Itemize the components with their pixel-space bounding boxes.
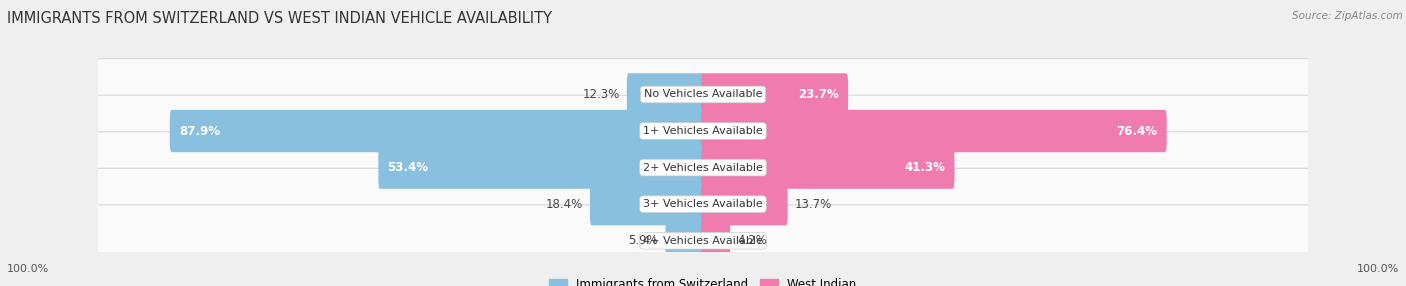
Text: 3+ Vehicles Available: 3+ Vehicles Available bbox=[643, 199, 763, 209]
Text: No Vehicles Available: No Vehicles Available bbox=[644, 90, 762, 100]
Text: 53.4%: 53.4% bbox=[388, 161, 429, 174]
Text: 100.0%: 100.0% bbox=[7, 264, 49, 274]
FancyBboxPatch shape bbox=[702, 146, 955, 189]
FancyBboxPatch shape bbox=[93, 95, 1313, 167]
Text: 18.4%: 18.4% bbox=[546, 198, 582, 211]
Text: 1+ Vehicles Available: 1+ Vehicles Available bbox=[643, 126, 763, 136]
FancyBboxPatch shape bbox=[702, 183, 787, 225]
Text: 76.4%: 76.4% bbox=[1116, 124, 1157, 138]
Text: 100.0%: 100.0% bbox=[1357, 264, 1399, 274]
Text: IMMIGRANTS FROM SWITZERLAND VS WEST INDIAN VEHICLE AVAILABILITY: IMMIGRANTS FROM SWITZERLAND VS WEST INDI… bbox=[7, 11, 553, 26]
Legend: Immigrants from Switzerland, West Indian: Immigrants from Switzerland, West Indian bbox=[544, 273, 862, 286]
FancyBboxPatch shape bbox=[702, 220, 730, 262]
FancyBboxPatch shape bbox=[93, 59, 1313, 130]
Text: 5.9%: 5.9% bbox=[628, 234, 658, 247]
Text: 4+ Vehicles Available: 4+ Vehicles Available bbox=[643, 236, 763, 246]
FancyBboxPatch shape bbox=[665, 220, 704, 262]
Text: 2+ Vehicles Available: 2+ Vehicles Available bbox=[643, 163, 763, 172]
Text: 87.9%: 87.9% bbox=[179, 124, 219, 138]
FancyBboxPatch shape bbox=[627, 73, 704, 116]
Text: 12.3%: 12.3% bbox=[582, 88, 620, 101]
FancyBboxPatch shape bbox=[93, 205, 1313, 277]
FancyBboxPatch shape bbox=[378, 146, 704, 189]
FancyBboxPatch shape bbox=[93, 168, 1313, 240]
Text: 13.7%: 13.7% bbox=[794, 198, 832, 211]
FancyBboxPatch shape bbox=[702, 73, 848, 116]
Text: Source: ZipAtlas.com: Source: ZipAtlas.com bbox=[1292, 11, 1403, 21]
Text: 41.3%: 41.3% bbox=[904, 161, 945, 174]
FancyBboxPatch shape bbox=[170, 110, 704, 152]
FancyBboxPatch shape bbox=[702, 110, 1167, 152]
Text: 23.7%: 23.7% bbox=[799, 88, 839, 101]
FancyBboxPatch shape bbox=[591, 183, 704, 225]
Text: 4.2%: 4.2% bbox=[738, 234, 768, 247]
FancyBboxPatch shape bbox=[93, 132, 1313, 203]
